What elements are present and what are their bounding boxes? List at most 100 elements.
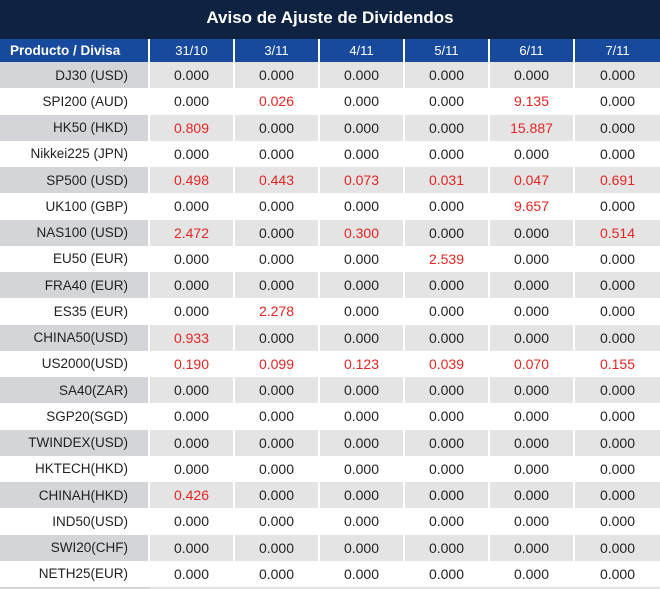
table-row: FRA40 (EUR) 0.000 0.000 0.000 0.000 0.000 0.00…: [0, 272, 660, 299]
table-row: TWINDEX(USD) 0.000 0.000 0.000 0.000 0.000 0.0…: [0, 429, 660, 456]
value-cell: 0.000: [575, 272, 660, 299]
value-cell: 0.000: [490, 245, 575, 272]
value-cell: 0.443: [235, 167, 320, 194]
table-header: Producto / Divisa 31/10 3/11 4/11 5/11 6/11 7/…: [0, 39, 660, 62]
value-cell: 0.000: [320, 508, 405, 535]
value-cell: 0.000: [150, 403, 235, 430]
value-cell: 0.000: [320, 298, 405, 325]
product-cell: US2000(USD): [0, 350, 150, 377]
value-cell: 0.000: [490, 298, 575, 325]
value-cell: 0.000: [405, 482, 490, 509]
value-cell: 0.000: [575, 403, 660, 430]
value-cell: 0.000: [320, 534, 405, 561]
value-cell: 0.000: [150, 455, 235, 482]
table-row: UK100 (GBP) 0.000 0.000 0.000 0.000 9.657 0.00…: [0, 193, 660, 220]
table-row: SP500 (USD) 0.498 0.443 0.073 0.031 0.047 0.69…: [0, 167, 660, 194]
value-cell: 0.000: [575, 534, 660, 561]
product-cell: SWI20(CHF): [0, 534, 150, 561]
value-cell: 0.000: [320, 377, 405, 404]
value-cell: 0.000: [320, 88, 405, 115]
value-cell: 0.000: [405, 62, 490, 89]
value-cell: 0.000: [235, 245, 320, 272]
value-cell: 0.000: [405, 219, 490, 246]
value-cell: 0.300: [320, 219, 405, 246]
value-cell: 0.000: [490, 272, 575, 299]
value-cell: 0.000: [235, 534, 320, 561]
product-cell: NETH25(EUR): [0, 560, 150, 587]
value-cell: 0.000: [320, 114, 405, 141]
value-cell: 0.000: [320, 455, 405, 482]
value-cell: 0.000: [235, 455, 320, 482]
value-cell: 0.000: [405, 272, 490, 299]
value-cell: 0.000: [575, 324, 660, 351]
value-cell: 0.000: [405, 324, 490, 351]
value-cell: 0.000: [150, 429, 235, 456]
value-cell: 0.000: [235, 508, 320, 535]
product-cell: SPI200 (AUD): [0, 88, 150, 115]
value-cell: 0.000: [405, 88, 490, 115]
value-cell: 0.000: [490, 219, 575, 246]
value-cell: 0.000: [575, 508, 660, 535]
value-cell: 0.026: [235, 88, 320, 115]
value-cell: 0.190: [150, 350, 235, 377]
table-row: US2000(USD) 0.190 0.099 0.123 0.039 0.070 0.15…: [0, 350, 660, 377]
value-cell: 0.000: [150, 298, 235, 325]
value-cell: 0.000: [235, 272, 320, 299]
value-cell: 0.933: [150, 324, 235, 351]
value-cell: 0.000: [320, 140, 405, 167]
product-cell: SA40(ZAR): [0, 377, 150, 404]
value-cell: 0.000: [405, 508, 490, 535]
product-cell: IND50(USD): [0, 508, 150, 535]
value-cell: 0.000: [150, 560, 235, 587]
value-cell: 2.278: [235, 298, 320, 325]
value-cell: 0.000: [575, 298, 660, 325]
value-cell: 0.000: [150, 272, 235, 299]
value-cell: 0.000: [575, 193, 660, 220]
table-body: DJ30 (USD) 0.000 0.000 0.000 0.000 0.000 0.000…: [0, 62, 660, 587]
value-cell: 9.135: [490, 88, 575, 115]
value-cell: 0.000: [235, 377, 320, 404]
value-cell: 0.000: [320, 324, 405, 351]
value-cell: 0.073: [320, 167, 405, 194]
value-cell: 0.000: [575, 88, 660, 115]
table-row: ES35 (EUR) 0.000 2.278 0.000 0.000 0.000 0.000: [0, 298, 660, 325]
table-row: SPI200 (AUD) 0.000 0.026 0.000 0.000 9.135 0.0…: [0, 88, 660, 115]
product-cell: NAS100 (USD): [0, 219, 150, 246]
value-cell: 0.039: [405, 350, 490, 377]
value-cell: 0.000: [405, 298, 490, 325]
product-cell: CHINA50(USD): [0, 324, 150, 351]
value-cell: 0.691: [575, 167, 660, 194]
header-row: Producto / Divisa 31/10 3/11 4/11 5/11 6/11 7/…: [0, 39, 660, 62]
date-column-header: 6/11: [490, 39, 575, 62]
table-row: IND50(USD) 0.000 0.000 0.000 0.000 0.000 0.000: [0, 508, 660, 535]
product-cell: Nikkei225 (JPN): [0, 140, 150, 167]
product-cell: SGP20(SGD): [0, 403, 150, 430]
value-cell: 0.000: [490, 455, 575, 482]
value-cell: 0.000: [575, 114, 660, 141]
value-cell: 0.000: [490, 62, 575, 89]
value-cell: 0.000: [320, 193, 405, 220]
product-cell: EU50 (EUR): [0, 245, 150, 272]
title-bar: Aviso de Ajuste de Dividendos: [0, 0, 660, 39]
value-cell: 0.000: [320, 62, 405, 89]
product-cell: FRA40 (EUR): [0, 272, 150, 299]
value-cell: 0.000: [405, 140, 490, 167]
value-cell: 0.000: [575, 455, 660, 482]
table-row: SGP20(SGD) 0.000 0.000 0.000 0.000 0.000 0.000: [0, 403, 660, 430]
value-cell: 0.099: [235, 350, 320, 377]
product-cell: ES35 (EUR): [0, 298, 150, 325]
value-cell: 0.000: [490, 403, 575, 430]
value-cell: 0.047: [490, 167, 575, 194]
value-cell: 0.000: [490, 560, 575, 587]
value-cell: 0.000: [235, 403, 320, 430]
value-cell: 0.000: [320, 272, 405, 299]
value-cell: 0.000: [320, 403, 405, 430]
product-cell: CHINAH(HKD): [0, 482, 150, 509]
value-cell: 0.809: [150, 114, 235, 141]
value-cell: 0.000: [150, 193, 235, 220]
value-cell: 0.000: [320, 482, 405, 509]
value-cell: 0.000: [150, 377, 235, 404]
value-cell: 0.000: [575, 140, 660, 167]
value-cell: 0.000: [490, 508, 575, 535]
value-cell: 0.000: [405, 429, 490, 456]
